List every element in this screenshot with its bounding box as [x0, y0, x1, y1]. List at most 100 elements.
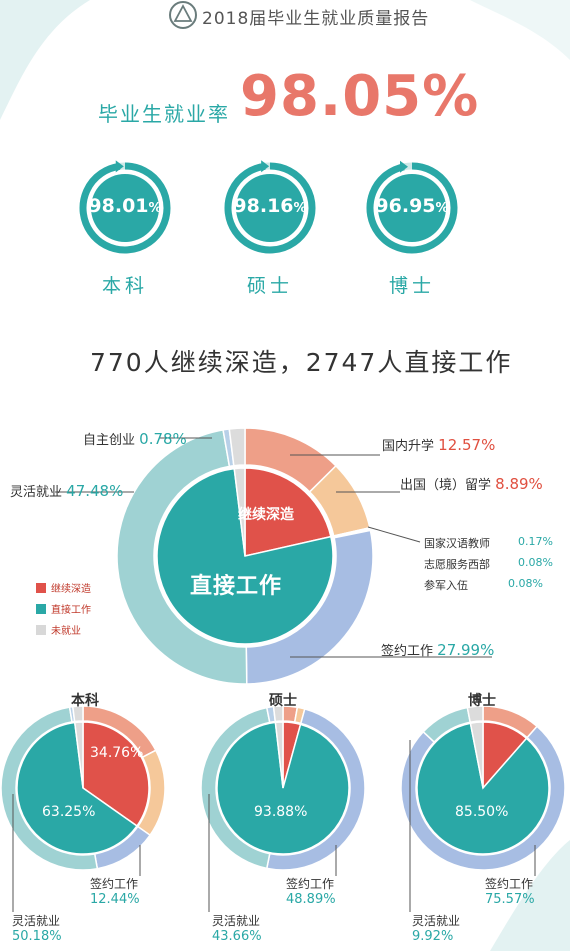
legend-item: 继续深造 — [36, 580, 91, 595]
main-pie-inner-slice-1 — [156, 467, 334, 645]
rate-value-2: 96.95% — [372, 195, 452, 217]
subchart-title-master: 硕士 — [269, 693, 297, 709]
annotation-label: 签约工作 — [90, 877, 139, 891]
legend-label: 继续深造 — [51, 584, 91, 595]
small-annotation-volunteer: 志愿服务西部 0.08% — [424, 556, 553, 572]
annotation-label: 灵活就业 — [412, 914, 461, 928]
small-annotation-value: 0.08% — [508, 577, 543, 590]
rate-ring-progress — [366, 162, 458, 254]
bg-wave-bottom-right — [490, 840, 570, 951]
undergrad-flexible-annotation: 灵活就业 50.18% — [12, 913, 62, 945]
rate-ring-progress — [79, 162, 171, 254]
annotation-value: 0.78% — [139, 430, 187, 448]
annotation-domestic: 国内升学 12.57% — [382, 435, 495, 454]
legend-item: 未就业 — [36, 622, 91, 637]
small-annotation-value: 0.17% — [518, 535, 553, 548]
small-annotation-label: 国家汉语教师 — [424, 537, 490, 550]
bg-wave-top-right — [470, 0, 570, 60]
undergrad-pie-inner-slice-2 — [73, 721, 84, 789]
annotation-label: 自主创业 — [83, 433, 136, 448]
small-annotation-label: 志愿服务西部 — [424, 558, 490, 571]
doctor-pie-inner-slice-1 — [416, 722, 550, 855]
annotation-flexible: 灵活就业 47.48% — [10, 481, 123, 500]
legend-item: 直接工作 — [36, 601, 91, 616]
master-pie-inner-slice-2 — [274, 721, 284, 789]
undergrad-pie-inner-slice-0 — [82, 721, 150, 828]
small-annotation-military: 参军入伍 0.08% — [424, 577, 553, 593]
main-pie-outer-slice-8 — [228, 427, 246, 467]
rate-label-1: 硕士 — [246, 275, 293, 297]
annotation-value: 27.99% — [437, 641, 495, 659]
annotation-label: 签约工作 — [485, 877, 534, 891]
doctor-pie-inner-slice-2 — [469, 721, 484, 789]
annotation-value: 8.89% — [495, 475, 543, 493]
annotation-label: 签约工作 — [286, 877, 335, 891]
doctor-pie-outer-slice-3 — [466, 705, 484, 724]
annotation-contract: 签约工作 27.99% — [381, 640, 494, 659]
annotation-label: 灵活就业 — [12, 914, 61, 928]
report-title: 2018届毕业生就业质量报告 — [202, 9, 430, 29]
inner-label-work: 直接工作 — [190, 574, 283, 599]
ring-arrow-icon — [115, 160, 124, 173]
doctor-work-label: 85.50% — [455, 804, 509, 820]
overall-rate-value: 98.05% — [240, 64, 480, 129]
subchart-title-undergrad: 本科 — [71, 693, 99, 709]
rate-number: 98.16 — [233, 195, 294, 217]
undergrad-contract-annotation: 签约工作 12.44% — [90, 876, 140, 908]
rate-ring-fill — [91, 174, 159, 242]
rate-ring-progress — [224, 162, 316, 254]
subchart-title-doctor: 博士 — [468, 693, 496, 709]
ring-arrow-icon — [261, 160, 270, 173]
small-annotation-label: 参军入伍 — [424, 579, 468, 592]
rate-label-2: 博士 — [388, 275, 435, 297]
annotation-value: 47.48% — [66, 482, 124, 500]
annotation-label: 灵活就业 — [212, 914, 261, 928]
annotation-value: 50.18% — [12, 929, 62, 944]
inner-label-study: 继续深造 — [238, 507, 294, 523]
rate-percent: % — [148, 201, 162, 216]
annotation-value: 48.89% — [286, 892, 336, 907]
annotation-value: 9.92% — [412, 929, 454, 944]
legend-swatch — [36, 582, 46, 593]
legend-label: 直接工作 — [51, 605, 91, 616]
rate-percent: % — [293, 201, 307, 216]
undergrad-pie-inner-slice-1 — [16, 721, 139, 855]
master-pie-outer-slice-5 — [272, 705, 284, 723]
rate-number: 98.01 — [88, 195, 149, 217]
headline: 770人继续深造，2747人直接工作 — [90, 348, 513, 377]
legend-label: 未就业 — [51, 626, 81, 637]
main-pie-inner-slice-0 — [244, 467, 332, 557]
rate-ring-fill — [378, 174, 446, 242]
annotation-value: 12.44% — [90, 892, 140, 907]
legend: 继续深造 直接工作 未就业 — [36, 580, 91, 643]
undergrad-pie-outer-slice-5 — [71, 705, 84, 723]
ring-arrow-icon — [400, 160, 409, 173]
legend-swatch — [36, 603, 46, 614]
rate-number: 96.95 — [375, 195, 436, 217]
doctor-flexible-annotation: 灵活就业 9.92% — [412, 913, 460, 945]
university-seal-icon — [168, 0, 198, 30]
overall-rate-label: 毕业生就业率 — [98, 102, 230, 126]
doctor-pie-outer-slice-1 — [400, 725, 566, 871]
annotation-value: 12.57% — [438, 436, 496, 454]
small-annotation-value: 0.08% — [518, 556, 553, 569]
undergrad-work-label: 63.25% — [42, 804, 96, 820]
small-annotation-teacher: 国家汉语教师 0.17% — [424, 535, 553, 551]
undergrad-study-label: 34.76% — [90, 745, 144, 761]
rate-ring-fill — [236, 174, 304, 242]
bg-wave-top-left — [0, 0, 90, 120]
main-pie-outer-slice-6 — [116, 429, 248, 685]
annotation-abroad: 出国（境）留学 8.89% — [400, 474, 543, 493]
annotation-value: 43.66% — [212, 929, 262, 944]
legend-swatch — [36, 624, 46, 635]
master-work-label: 93.88% — [254, 804, 308, 820]
doctor-contract-annotation: 签约工作 75.57% — [485, 876, 535, 908]
annotation-value: 75.57% — [485, 892, 535, 907]
annotation-label: 签约工作 — [381, 644, 434, 659]
rate-percent: % — [435, 201, 449, 216]
main-pie-inner-slice-2 — [233, 467, 246, 557]
master-flexible-annotation: 灵活就业 43.66% — [212, 913, 262, 945]
small-annotations: 国家汉语教师 0.17% 志愿服务西部 0.08% 参军入伍 0.08% — [424, 535, 553, 593]
rate-value-1: 98.16% — [230, 195, 310, 217]
annotation-label: 灵活就业 — [10, 485, 63, 500]
